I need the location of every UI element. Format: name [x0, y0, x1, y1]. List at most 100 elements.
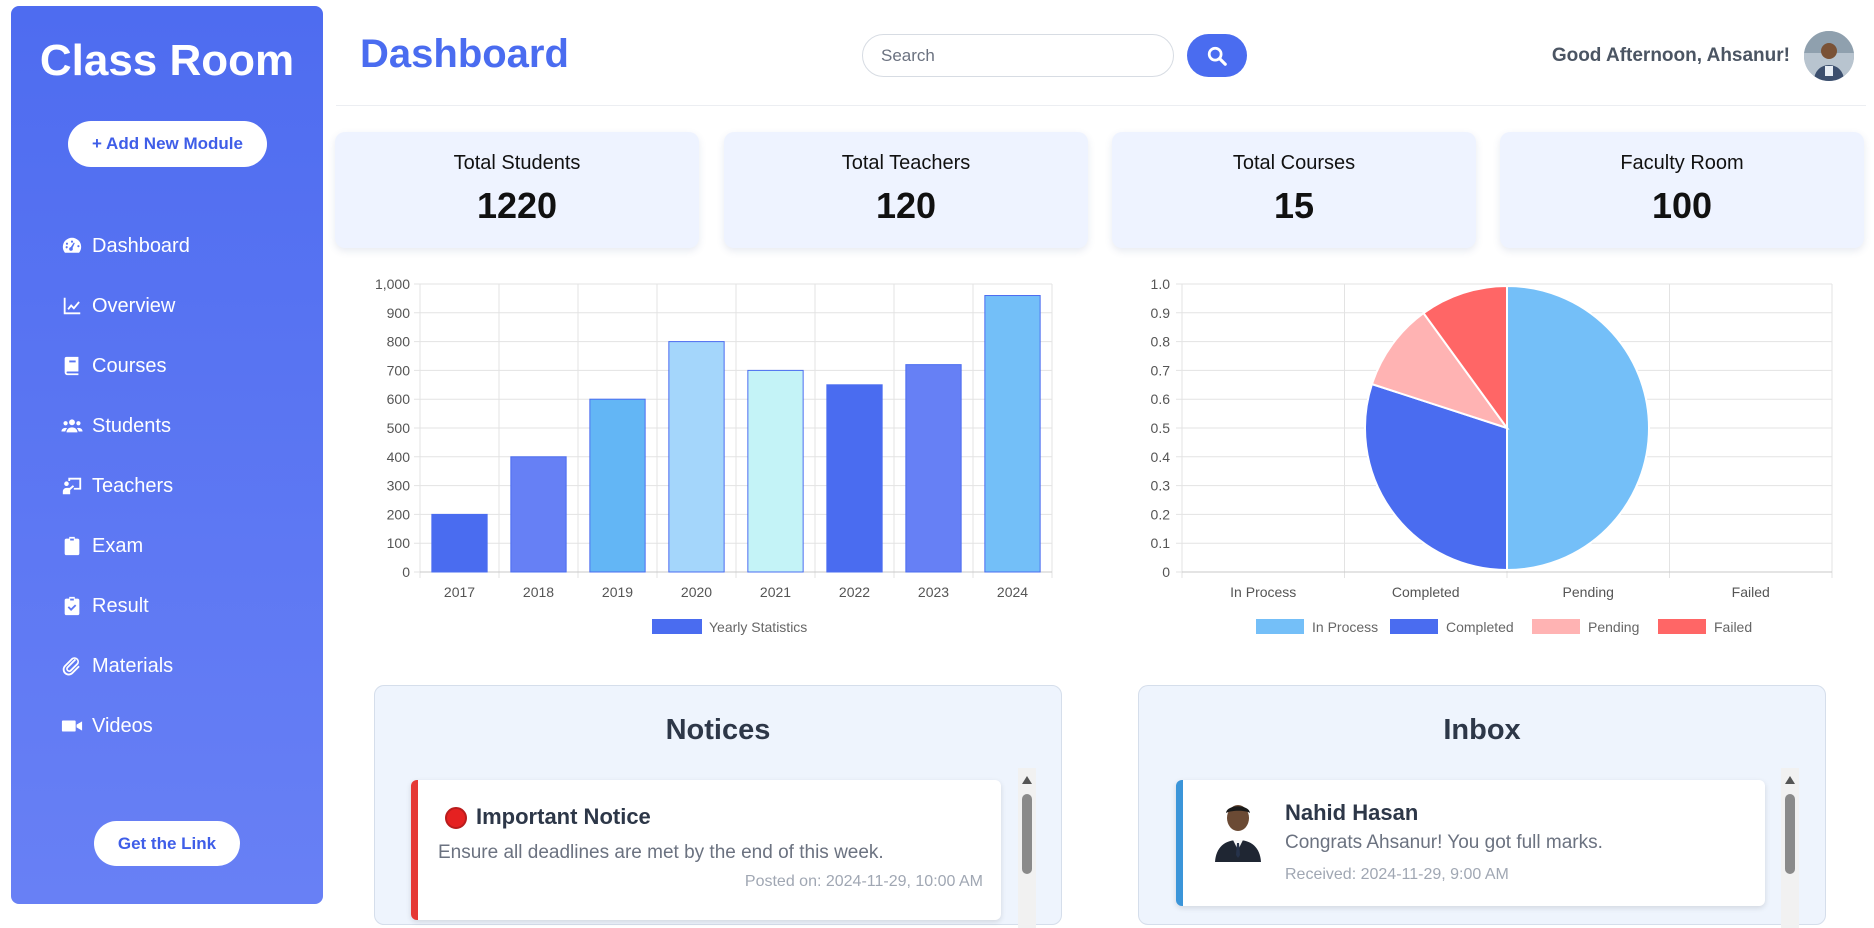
x-tick-label: Pending — [1563, 584, 1614, 600]
line-chart-icon — [60, 294, 84, 318]
header-divider — [336, 105, 1866, 106]
stat-label: Faculty Room — [1620, 152, 1744, 174]
inbox-title: Inbox — [1443, 714, 1521, 746]
legend-swatch — [652, 619, 702, 634]
sender-photo-icon — [1205, 796, 1271, 862]
sidebar-item-label: Overview — [92, 294, 176, 317]
y-tick-label: 300 — [387, 478, 411, 494]
video-icon — [60, 714, 84, 738]
x-tick-label: 2018 — [523, 584, 554, 600]
search-button[interactable] — [1187, 34, 1247, 77]
legend-swatch — [1658, 619, 1706, 634]
bar — [905, 364, 962, 573]
notices-scrollbar[interactable] — [1018, 768, 1036, 928]
user-photo-icon — [1804, 31, 1854, 81]
legend-swatch — [1256, 619, 1304, 634]
get-the-link-button[interactable]: Get the Link — [94, 821, 240, 866]
greeting-text: Good Afternoon, Ahsanur! — [1551, 45, 1790, 66]
sidebar-item-videos[interactable]: Videos — [60, 696, 190, 756]
x-tick-label: Failed — [1732, 584, 1770, 600]
sidebar-item-label: Videos — [92, 714, 153, 737]
bar — [984, 295, 1041, 573]
x-tick-label: 2017 — [444, 584, 475, 600]
teacher-icon — [60, 474, 84, 498]
stat-value: 100 — [1651, 185, 1713, 226]
sender-name: Nahid Hasan — [1285, 800, 1419, 825]
stat-card-total-teachers: Total Teachers 120 — [724, 132, 1088, 248]
x-tick-label: 2020 — [681, 584, 712, 600]
y-tick-label: 0.5 — [1151, 420, 1171, 436]
x-tick-label: 2024 — [997, 584, 1028, 600]
x-tick-label: In Process — [1230, 584, 1296, 600]
y-tick-label: 0.3 — [1151, 478, 1171, 494]
status-pie-chart: 0 0.1 0.2 0.3 0.4 0.5 0.6 0.7 0.8 0.9 1.0 In Proces… — [1151, 276, 1833, 635]
stat-label: Total Courses — [1232, 152, 1356, 174]
gauge-icon — [60, 234, 84, 258]
sidebar-item-overview[interactable]: Overview — [60, 276, 190, 336]
sidebar-item-result[interactable]: Result — [60, 576, 190, 636]
y-tick-label: 0.1 — [1151, 535, 1171, 551]
notice-card[interactable]: Important Notice Ensure all deadlines ar… — [411, 780, 1001, 920]
stat-label: Total Students — [453, 152, 581, 174]
legend-label: In Process — [1312, 619, 1378, 635]
x-tick-label: 2023 — [918, 584, 949, 600]
sidebar-item-exam[interactable]: Exam — [60, 516, 190, 576]
y-tick-label: 0 — [402, 564, 410, 580]
bar — [589, 398, 646, 573]
notice-date: Posted on: 2024-11-29, 10:00 AM — [744, 873, 983, 890]
y-tick-label: 0 — [1162, 564, 1170, 580]
x-tick-label: 2021 — [760, 584, 791, 600]
stat-card-total-courses: Total Courses 15 — [1112, 132, 1476, 248]
y-tick-label: 800 — [387, 334, 411, 350]
sidebar-item-dashboard[interactable]: Dashboard — [60, 216, 190, 276]
y-tick-label: 500 — [387, 420, 411, 436]
bar — [826, 384, 883, 573]
bar — [510, 456, 567, 573]
sidebar-item-teachers[interactable]: Teachers — [60, 456, 190, 516]
sidebar-item-courses[interactable]: Courses — [60, 336, 190, 396]
message-card[interactable]: Nahid Hasan Congrats Ahsanur! You got fu… — [1176, 780, 1765, 906]
book-icon — [60, 354, 84, 378]
stat-value: 15 — [1273, 185, 1315, 226]
scroll-up-icon[interactable] — [1785, 776, 1795, 784]
notices-title: Notices — [665, 714, 771, 746]
stat-value: 120 — [875, 185, 937, 226]
notice-body: Ensure all deadlines are met by the end … — [438, 842, 884, 863]
inbox-scrollbar[interactable] — [1781, 768, 1799, 928]
scroll-thumb[interactable] — [1022, 794, 1032, 874]
brand-title: Class Room — [39, 36, 295, 85]
add-new-module-button[interactable]: + Add New Module — [68, 121, 267, 167]
y-tick-label: 700 — [387, 362, 411, 378]
y-tick-label: 1.0 — [1151, 276, 1171, 292]
y-tick-label: 400 — [387, 449, 411, 465]
sidebar-item-label: Teachers — [92, 474, 174, 497]
sidebar-item-label: Materials — [92, 654, 174, 677]
avatar[interactable] — [1804, 31, 1854, 81]
sidebar-nav: Dashboard Overview Courses Students Teac… — [60, 216, 190, 756]
y-tick-label: 0.2 — [1151, 506, 1171, 522]
y-tick-label: 0.9 — [1151, 305, 1171, 321]
search-input[interactable] — [862, 34, 1174, 77]
pie-slice — [1370, 311, 1510, 430]
sidebar-item-materials[interactable]: Materials — [60, 636, 190, 696]
sidebar-item-label: Result — [92, 594, 149, 617]
sidebar-item-students[interactable]: Students — [60, 396, 190, 456]
search-icon — [1207, 46, 1227, 66]
notices-panel: Notices Important Notice Ensure all dead… — [374, 685, 1062, 928]
scroll-thumb[interactable] — [1785, 794, 1795, 874]
message-date: Received: 2024-11-29, 9:00 AM — [1285, 866, 1509, 883]
y-tick-label: 1,000 — [375, 276, 410, 292]
bar — [431, 513, 488, 573]
scroll-up-icon[interactable] — [1022, 776, 1032, 784]
pie-slice — [1364, 382, 1508, 572]
notice-title: Important Notice — [476, 804, 651, 829]
stat-card-total-students: Total Students 1220 — [335, 132, 699, 248]
alert-dot-icon — [445, 807, 467, 829]
bar — [668, 341, 725, 573]
x-tick-label: 2019 — [602, 584, 633, 600]
page-title: Dashboard — [360, 32, 569, 76]
clipboard-check-icon — [60, 594, 84, 618]
stat-value: 1220 — [476, 185, 558, 226]
y-tick-label: 0.7 — [1151, 362, 1171, 378]
sidebar-item-label: Exam — [92, 534, 144, 557]
